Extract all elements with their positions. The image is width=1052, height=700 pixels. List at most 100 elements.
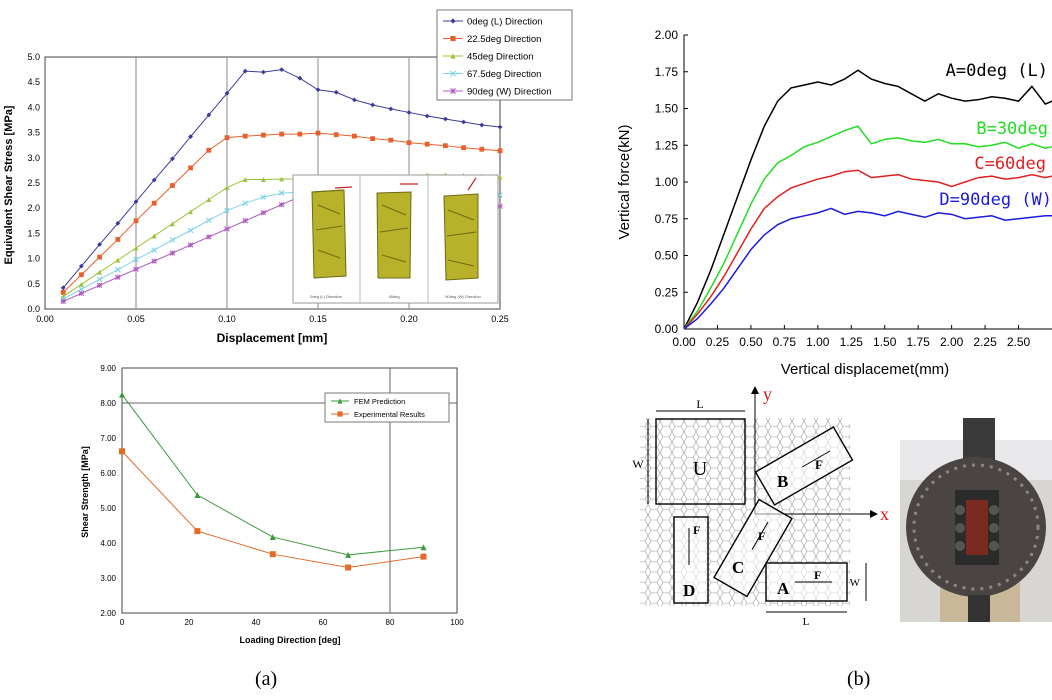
chart3-xtick-label: 1.00 <box>806 335 830 349</box>
chart1-data-point <box>97 269 102 275</box>
chart1-data-point <box>60 285 66 291</box>
chart2-data-point <box>269 551 276 558</box>
chart1-data-point <box>96 282 103 289</box>
chart1-ytick-label: 2.5 <box>27 178 40 188</box>
chart1-data-point <box>260 209 267 216</box>
y-axis-label: y <box>763 384 772 404</box>
photo-bolt <box>955 505 965 515</box>
chart2-data-point <box>420 544 427 551</box>
specimen-B <box>754 426 854 506</box>
chart3-xtick-label: 2.25 <box>973 335 997 349</box>
force-A-label: F <box>814 568 821 582</box>
inset-fem-models: 0deg (L) Direction 45deg 90deg (W) Direc… <box>292 174 499 304</box>
chart3-ytick-label: 1.50 <box>655 102 679 116</box>
chart1-data-point <box>187 242 194 248</box>
force-D-label: F <box>693 523 700 537</box>
photo-bolt <box>955 541 965 551</box>
chart1-data-point <box>497 148 503 154</box>
panel-label-b: (b) <box>847 668 871 690</box>
chart1-data-point <box>443 143 448 149</box>
chart1-xtick-label: 0.05 <box>127 314 145 324</box>
chart3-series-label: C=60deg <box>974 154 1046 174</box>
chart1-data-point <box>370 136 375 142</box>
force-C-label: F <box>758 529 765 543</box>
force-C-line <box>751 521 769 550</box>
chart1-legend-marker <box>450 35 456 42</box>
chart1-data-point <box>333 89 339 95</box>
chart1-data-point <box>205 217 212 224</box>
chart1-data-point <box>242 177 248 182</box>
chart1-data-point <box>188 165 193 171</box>
chart3-ytick-label: 1.75 <box>655 65 679 79</box>
chart1-ytick-label: 0.0 <box>27 304 40 314</box>
chart3-series-line <box>683 207 1052 330</box>
chart2-xtick-label: 0 <box>120 618 125 627</box>
chart3-xtick-label: 0.75 <box>773 335 797 349</box>
chart1-data-point <box>479 122 485 128</box>
specimen-U-label: U <box>693 458 708 480</box>
photo-bolt <box>989 523 999 533</box>
chart1-xtick-label: 0.25 <box>491 314 509 324</box>
chart1-data-point <box>206 147 212 153</box>
chart3-series-line <box>683 125 1052 330</box>
chart1-data-point <box>78 290 85 297</box>
chart1-data-point <box>133 218 139 224</box>
chart3-ytick-label: 0.25 <box>655 285 679 299</box>
chart1-data-point <box>97 242 102 247</box>
chart1-data-point <box>261 132 266 138</box>
chart2-data-point <box>119 391 125 398</box>
chart1-data-point <box>297 131 303 137</box>
chart1-data-point <box>170 183 175 188</box>
chart1-data-point <box>261 177 266 182</box>
chart1-data-point <box>388 106 394 112</box>
chart1-legend-label: 45deg Direction <box>467 52 534 63</box>
dim-L-label: L <box>696 397 703 411</box>
chart1-data-point <box>188 209 193 215</box>
chart2-xtick-label: 40 <box>252 618 261 627</box>
chart1-xtick-label: 0.15 <box>309 314 327 324</box>
chart1-data-point <box>79 272 84 278</box>
chart1-xtick-label: 0.00 <box>36 314 54 324</box>
chart2-data-point <box>194 492 201 499</box>
chart1-data-point <box>242 200 249 206</box>
chart1-data-point <box>461 119 466 125</box>
chart1-data-point <box>206 234 212 240</box>
test-fixture-photo <box>900 418 1052 622</box>
chart2-ytick-label: 8.00 <box>100 399 116 408</box>
chart2-data-point <box>194 528 201 535</box>
chart1-data-point <box>297 75 303 81</box>
chart1-data-point <box>115 237 121 242</box>
chart3-xtick-label: 0.50 <box>739 335 763 349</box>
chart3-ytick-label: 2.00 <box>655 28 679 42</box>
chart1-ytick-label: 4.0 <box>27 102 40 112</box>
chart2-legend-label: FEM Prediction <box>354 397 405 406</box>
chart2-data-point <box>345 564 352 571</box>
x-axis-label: x <box>880 504 889 524</box>
chart3-series-label: A=0deg (L) <box>946 61 1048 81</box>
chart3-xtick-label: 1.75 <box>907 335 931 349</box>
chart1-legend-marker <box>449 70 457 77</box>
chart3-ytick-label: 1.25 <box>655 138 679 152</box>
chart1-data-point <box>242 218 248 224</box>
stress-displacement-chart: 0.00 0.05 0.10 0.15 0.20 0.25 0.0 0.5 1.0 1.5 2.0 2… <box>3 9 573 345</box>
fem-model-90deg <box>443 193 479 281</box>
force-B-label: F <box>815 457 823 472</box>
chart1-ytick-label: 2.0 <box>27 203 40 213</box>
chart1-data-point <box>279 131 284 137</box>
chart2-data-point <box>269 534 276 541</box>
specimen-layout-diagram: y x U L W B F C F D F A F L <box>632 384 889 628</box>
chart3-series <box>683 69 1052 330</box>
chart1-data-point <box>261 69 266 75</box>
chart1-data-point <box>424 113 430 119</box>
chart1-data-point <box>188 134 193 140</box>
specimen-D-label: D <box>683 581 695 600</box>
chart1-data-point <box>224 185 230 190</box>
chart1-data-point <box>352 97 357 103</box>
chart1-data-point <box>406 140 412 146</box>
chart1-legend-label: 67.5deg Direction <box>467 69 541 80</box>
chart1-data-point <box>315 130 321 136</box>
chart3-xtick-label: 0.25 <box>706 335 730 349</box>
chart1-data-point <box>278 201 285 208</box>
chart2-ytick-label: 3.00 <box>100 574 116 583</box>
